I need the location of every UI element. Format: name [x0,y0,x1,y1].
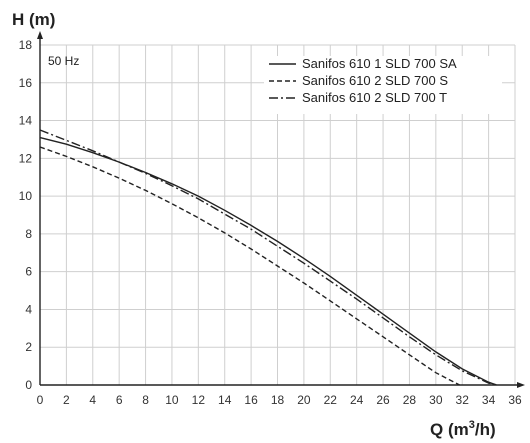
legend-label-3: Sanifos 610 2 SLD 700 T [302,90,447,105]
legend-label-2: Sanifos 610 2 SLD 700 S [302,73,448,88]
y-tick-label-14: 14 [19,114,33,128]
x-tick-label-18: 18 [271,393,285,407]
x-tick-label-4: 4 [89,393,96,407]
x-tick-label-6: 6 [116,393,123,407]
series-line-1 [39,136,497,386]
x-tick-labels: 0 2 4 6 8 10 12 14 16 18 20 22 24 26 28 30 32 34 36 [37,393,522,407]
y-tick-label-4: 4 [25,302,32,316]
x-axis-title-prefix: Q (m [430,420,469,439]
y-tick-label-16: 16 [19,76,33,90]
x-tick-label-0: 0 [37,393,44,407]
y-tick-label-8: 8 [25,227,32,241]
x-tick-label-28: 28 [403,393,417,407]
x-tick-label-26: 26 [376,393,390,407]
series-line-3 [39,129,498,386]
legend-label-1: Sanifos 610 1 SLD 700 SA [302,56,457,71]
x-tick-label-30: 30 [429,393,443,407]
series-line-2 [39,146,460,386]
x-tick-label-2: 2 [63,393,70,407]
series-lines [39,129,498,386]
axes [37,31,525,388]
x-axis-title: Q (m3/h) [430,419,496,439]
y-axis-arrow [37,31,43,39]
x-axis-title-sup: 3 [469,419,475,431]
x-tick-label-22: 22 [324,393,338,407]
x-tick-label-10: 10 [165,393,179,407]
y-tick-label-12: 12 [19,151,33,165]
legend: Sanifos 610 1 SLD 700 SA Sanifos 610 2 SL… [264,56,502,114]
legend-box [264,56,502,114]
x-tick-label-34: 34 [482,393,496,407]
x-tick-label-12: 12 [192,393,206,407]
x-tick-label-16: 16 [244,393,258,407]
x-tick-label-24: 24 [350,393,364,407]
y-tick-label-6: 6 [25,265,32,279]
x-tick-label-32: 32 [456,393,470,407]
x-tick-label-36: 36 [508,393,522,407]
x-tick-label-14: 14 [218,393,232,407]
y-tick-label-2: 2 [25,340,32,354]
y-tick-label-18: 18 [19,38,33,52]
x-tick-label-8: 8 [142,393,149,407]
y-tick-label-0: 0 [25,378,32,392]
x-tick-label-20: 20 [297,393,311,407]
x-axis-arrow [517,382,525,388]
y-axis-title: H (m) [12,10,55,29]
frequency-annotation: 50 Hz [48,54,79,68]
y-tick-labels: 0 2 4 6 8 10 12 14 16 18 [19,38,33,392]
y-tick-label-10: 10 [19,189,33,203]
x-axis-title-suffix: /h) [475,420,496,439]
